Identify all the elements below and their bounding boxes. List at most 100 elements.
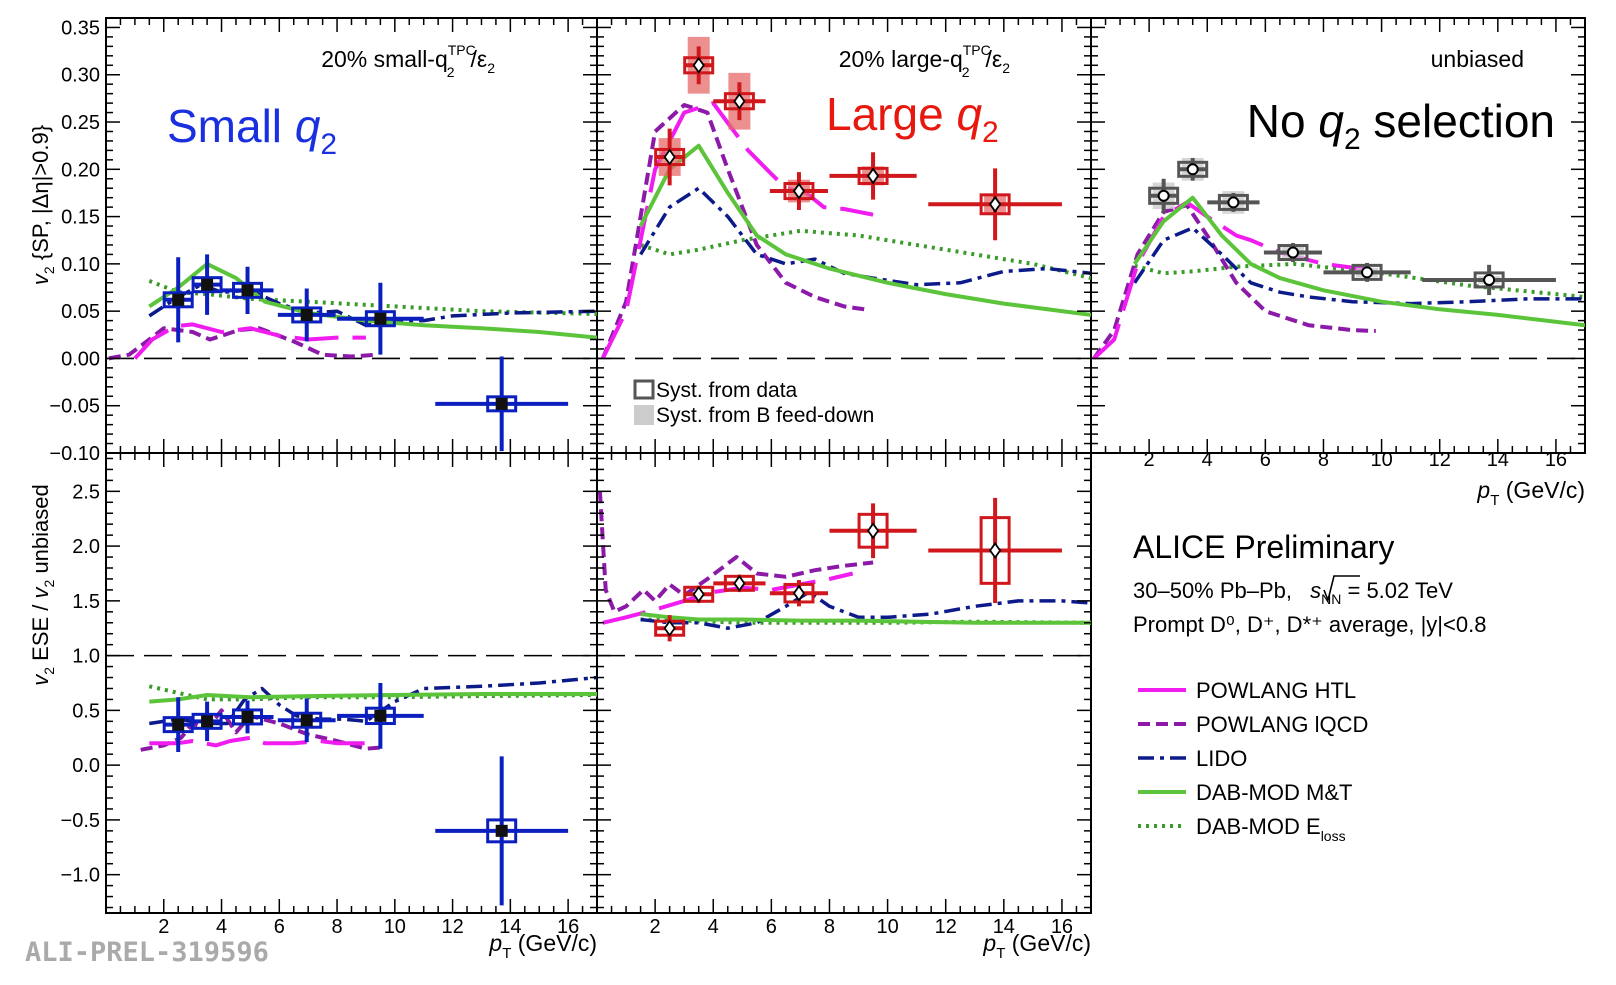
data-marker xyxy=(374,709,387,722)
bottom-y-tick-label: 0.5 xyxy=(72,700,100,722)
data-marker xyxy=(300,714,313,727)
data-marker xyxy=(1157,189,1170,202)
top-y-tick-label: 0.15 xyxy=(61,207,100,229)
x-tick-label: 10 xyxy=(1370,449,1392,471)
x-tick-label: 8 xyxy=(1318,449,1329,471)
data-large-ratio xyxy=(654,497,1062,642)
top-y-axis-label: v2 {SP, |Δη|>0.9} xyxy=(28,125,57,285)
model-curve-dabeloss xyxy=(148,684,597,702)
syst-box xyxy=(364,706,396,726)
model-curve-lqcd xyxy=(600,103,865,360)
syst-box xyxy=(1351,263,1383,281)
x-tick-label: 10 xyxy=(876,916,898,938)
bottom-y-tick-label: 0.0 xyxy=(72,755,100,777)
syst-box xyxy=(232,281,264,299)
x-tick-label: 8 xyxy=(331,916,342,938)
syst-bfeed-legend-label: Syst. from B feed-down xyxy=(656,404,874,427)
bottom-y-tick-label: 2.5 xyxy=(72,481,100,503)
top-y-tick-label: −0.05 xyxy=(49,396,100,418)
data-small-top xyxy=(162,254,569,452)
legend-label-lqcd: POWLANG lQCD xyxy=(1196,712,1368,737)
x-axis-label-right: pT (GeV/c) xyxy=(1476,477,1585,509)
syst-box xyxy=(857,512,889,549)
syst-box xyxy=(1473,271,1505,289)
model-curve-dabeloss xyxy=(1134,261,1585,299)
x-tick-label: 14 xyxy=(993,916,1015,938)
data-marker xyxy=(792,182,806,200)
data-marker xyxy=(1286,246,1299,259)
axes-layer: 2 4 6 8 10 12 14 16 2 4 6 8 10 12 14 16 2 4 6 8 10 12 14 16 0.35… xyxy=(49,17,1586,938)
syst-box xyxy=(979,516,1011,585)
top-y-tick-label: −0.10 xyxy=(49,443,100,465)
legend-label-dabmt: DAB-MOD M&T xyxy=(1196,780,1352,805)
legend-label-htl: POWLANG HTL xyxy=(1196,678,1356,703)
data-marker xyxy=(1483,273,1496,286)
syst-bfeed-legend-marker xyxy=(634,405,654,425)
top-y-tick-label: 0.30 xyxy=(61,65,100,87)
syst-box xyxy=(979,193,1011,216)
x-tick-label: 4 xyxy=(708,916,719,938)
data-marker xyxy=(495,824,508,837)
data-large-top xyxy=(654,36,1062,241)
syst-box xyxy=(486,395,518,413)
syst-box xyxy=(1177,160,1209,178)
legend-label-sub: loss xyxy=(1321,828,1346,844)
models-unbiased-top xyxy=(1092,195,1585,360)
data-marker xyxy=(172,293,185,306)
syst-box xyxy=(232,708,264,726)
no-q2-selection-label: No q2 selection xyxy=(1247,95,1555,156)
syst-box xyxy=(291,306,323,324)
bottom-y-tick-label: 2.0 xyxy=(72,536,100,558)
data-marker xyxy=(792,584,806,602)
model-curve-lido xyxy=(639,186,1091,287)
data-unbiased-top xyxy=(1148,157,1556,296)
model-curve-dabmt xyxy=(638,143,1091,317)
large-panel-title: 20% large-qTPC 2/ε2 xyxy=(839,42,1010,80)
x-tick-label: 4 xyxy=(216,916,227,938)
top-y-tick-label: 0.25 xyxy=(61,112,100,134)
x-tick-label: 14 xyxy=(1487,449,1509,471)
x-tick-label: 4 xyxy=(1202,449,1213,471)
bottom-y-axis-label: v2 ESE / v2 unbiased xyxy=(28,484,57,686)
syst-box xyxy=(291,711,323,729)
particle-selection-text: Prompt D⁰, D⁺, D*⁺ average, |y|<0.8 xyxy=(1133,612,1486,637)
model-curve-htl xyxy=(133,322,366,360)
data-marker xyxy=(692,585,705,603)
x-tick-label: 2 xyxy=(1144,449,1155,471)
model-curve-dabmt xyxy=(640,612,1091,625)
model-curve-htl xyxy=(601,101,874,360)
data-marker xyxy=(866,522,880,540)
bottom-y-tick-label: 1.0 xyxy=(72,646,100,668)
model-curve-dabmt xyxy=(1132,195,1585,328)
watermark: ALI-PREL-319596 xyxy=(25,937,269,968)
x-tick-label: 12 xyxy=(441,916,463,938)
data-marker xyxy=(495,397,508,410)
legend-label-lido: LIDO xyxy=(1196,746,1247,771)
syst-box xyxy=(364,310,396,328)
syst-box xyxy=(1217,193,1249,211)
bottom-y-tick-label: −0.5 xyxy=(61,810,100,832)
data-marker xyxy=(663,619,676,637)
model-curve-dabeloss xyxy=(148,279,597,316)
alice-preliminary-title: ALICE Preliminary xyxy=(1133,529,1394,565)
syst-box xyxy=(191,276,223,294)
syst-box xyxy=(191,712,223,730)
syst-data-legend-marker xyxy=(633,379,655,400)
data-marker xyxy=(1227,196,1240,209)
x-tick-label: 6 xyxy=(766,916,777,938)
x-tick-label: 6 xyxy=(1260,449,1271,471)
x-tick-label: 6 xyxy=(274,916,285,938)
x-axis-label-left: pT (GeV/c) xyxy=(488,930,597,962)
x-tick-label: 2 xyxy=(650,916,661,938)
syst-box xyxy=(486,818,518,844)
data-marker xyxy=(733,574,746,592)
small-q2-label: Small q2 xyxy=(167,100,337,161)
x-tick-label: 10 xyxy=(384,916,406,938)
data-marker xyxy=(866,167,880,185)
data-marker xyxy=(733,92,746,110)
data-marker xyxy=(1186,163,1199,176)
plot-layer xyxy=(106,36,1585,906)
data-marker xyxy=(1361,266,1374,279)
model-curve-htl xyxy=(149,735,366,748)
x-tick-label: 16 xyxy=(1545,449,1567,471)
